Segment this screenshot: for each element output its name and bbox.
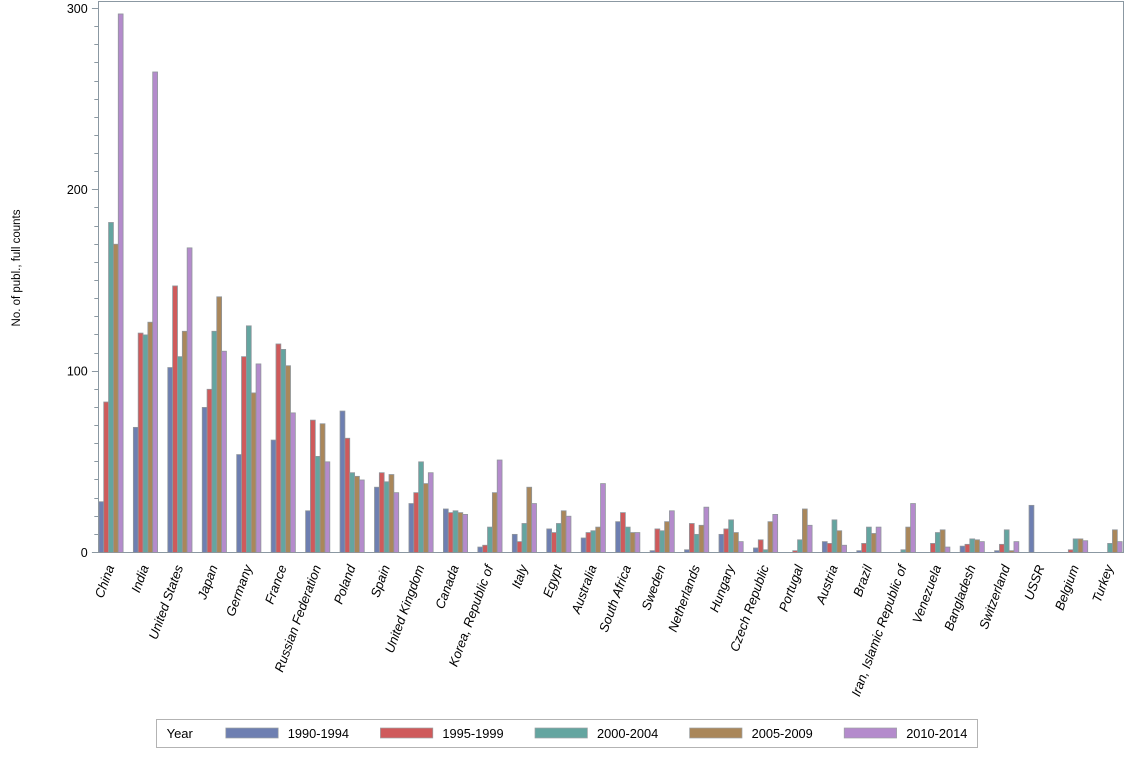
svg-text:100: 100: [67, 365, 88, 379]
svg-text:1995-1999: 1995-1999: [442, 726, 503, 741]
svg-text:Year: Year: [167, 726, 194, 741]
svg-text:300: 300: [67, 2, 88, 16]
svg-text:200: 200: [67, 183, 88, 197]
svg-text:2005-2009: 2005-2009: [752, 726, 813, 741]
svg-text:1990-1994: 1990-1994: [288, 726, 349, 741]
svg-text:0: 0: [81, 546, 88, 560]
svg-text:2000-2004: 2000-2004: [597, 726, 658, 741]
svg-text:No. of publ., full counts: No. of publ., full counts: [11, 209, 23, 326]
svg-text:2010-2014: 2010-2014: [906, 726, 967, 741]
